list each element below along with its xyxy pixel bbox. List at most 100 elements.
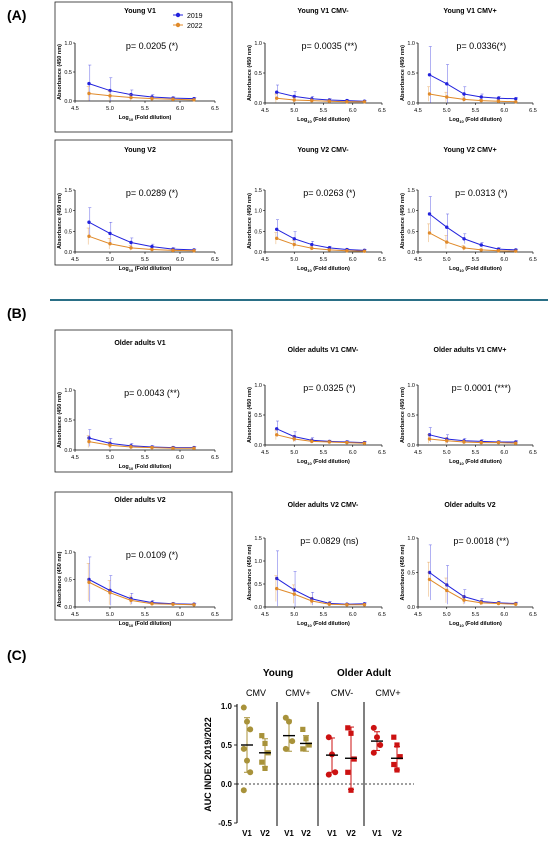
data-point	[445, 583, 449, 587]
auc-point	[351, 756, 357, 762]
x-tick-label: 5.0	[443, 612, 451, 618]
data-point	[275, 576, 279, 581]
data-point	[275, 236, 279, 241]
series-line-2022	[88, 235, 195, 252]
x-axis-label: Log10 (Fold dilution)	[119, 621, 172, 628]
data-point	[310, 439, 314, 444]
visit-label: V2	[346, 829, 356, 838]
data-point	[362, 100, 367, 104]
x-tick-label: 5.0	[106, 455, 114, 461]
auc-point	[325, 734, 332, 741]
x-tick-label: 5.5	[320, 612, 328, 618]
panel-title: Older adults V1 CMV-	[288, 347, 359, 354]
legend: 2019 2022	[173, 12, 203, 30]
y-tick-label: 0.0	[254, 101, 262, 107]
x-tick-label: 6.0	[176, 612, 184, 618]
data-point	[87, 436, 91, 440]
x-axis-label: Log10 (Fold dilution)	[297, 266, 350, 273]
legend-item-2019: 2019	[173, 12, 203, 20]
x-tick-label: 6.5	[378, 108, 386, 114]
x-tick-label: 6.5	[529, 612, 537, 618]
x-axis-label: Log10 (Fold dilution)	[297, 117, 350, 124]
data-point	[462, 594, 466, 599]
x-tick-label: 4.5	[71, 106, 79, 112]
data-point	[108, 94, 112, 98]
data-point	[310, 98, 314, 103]
x-tick-label: 6.5	[378, 257, 386, 263]
y-tick-label: 1.0	[64, 209, 72, 215]
legend-label-2022: 2022	[187, 23, 203, 30]
visit-label: V2	[392, 829, 402, 838]
series-line-2019	[88, 579, 195, 605]
series-line-2019	[276, 578, 365, 605]
p-value-annotation: p= 0.0313 (*)	[455, 188, 507, 198]
section-label-a: (A)	[7, 7, 26, 23]
data-point	[150, 247, 154, 252]
x-tick-label: 4.5	[414, 450, 422, 456]
y-tick-label: 1.5	[254, 188, 262, 194]
auc-point	[240, 704, 247, 711]
line-panel: Young V2 CMV+ p= 0.0313 (*) 0.0 0.5 1.0 1.5 4.…	[400, 147, 537, 273]
data-point	[129, 445, 133, 449]
y-axis-label: Absorbance (450 nm)	[57, 193, 63, 249]
y-tick-label: 0.5	[64, 418, 72, 424]
panel-frame	[54, 1, 233, 133]
y-tick-label: 0.5	[254, 229, 262, 235]
data-point	[514, 602, 518, 606]
data-point	[129, 95, 133, 100]
scatter-column	[240, 704, 254, 794]
auc-point	[247, 726, 254, 733]
p-value-annotation: p= 0.0043 (**)	[124, 388, 180, 398]
y-axis-label: Absorbance (450 nm)	[247, 193, 253, 249]
x-tick-label: 5.0	[290, 257, 298, 263]
y-tick-label: 0.5	[254, 582, 262, 588]
data-point	[292, 588, 296, 592]
group-label-young: Young	[263, 668, 293, 679]
data-point	[292, 94, 296, 99]
data-point	[192, 249, 196, 253]
y-tick-label: 1.0	[64, 550, 72, 556]
line-panel: Older adults V1 CMV-p= 0.0325 (*) 0.0 0.5 1…	[247, 347, 386, 466]
data-point	[496, 601, 501, 606]
x-tick-label: 5.5	[141, 612, 149, 618]
auc-point	[240, 745, 247, 752]
data-point	[171, 248, 175, 253]
line-panel: Young V2 p= 0.0289 (*) 0.0 0.5 1.0 1.5 4.5 5.0 5…	[54, 139, 233, 273]
x-tick-label: 6.5	[529, 108, 537, 114]
x-tick-label: 5.0	[443, 450, 451, 456]
data-point	[275, 227, 279, 231]
y-axis-label: Absorbance (450 nm)	[400, 45, 406, 101]
data-point	[496, 99, 501, 103]
x-tick-label: 6.5	[529, 450, 537, 456]
data-point	[108, 88, 112, 93]
auc-point	[391, 734, 397, 740]
y-tick-label: 0.0	[64, 605, 72, 611]
x-tick-label: 6.0	[349, 450, 357, 456]
panel-title: Young V2 CMV+	[443, 147, 496, 154]
data-point	[87, 580, 91, 584]
data-point	[445, 240, 449, 244]
data-point	[87, 439, 91, 444]
data-point	[192, 603, 196, 607]
y-axis-label: Absorbance (450 nm)	[57, 551, 63, 607]
x-tick-label: 6.0	[500, 612, 508, 618]
series-line-2019	[276, 228, 365, 251]
y-tick-label: 0.0	[254, 605, 262, 611]
cmv-label: CMV+	[285, 688, 310, 698]
x-tick-label: 4.5	[261, 450, 269, 456]
c-y-tick-label: 0.0	[221, 780, 233, 789]
x-axis-label: Log10 (Fold dilution)	[119, 266, 172, 273]
y-tick-label: 0.0	[407, 605, 415, 611]
series-line-2022	[429, 232, 516, 252]
series-line-2022	[429, 578, 516, 605]
y-tick-label: 1.5	[254, 536, 262, 542]
data-point	[445, 588, 449, 593]
auc-point	[377, 742, 384, 748]
auc-point	[259, 759, 265, 765]
y-tick-label: 0.5	[254, 413, 262, 419]
x-tick-label: 5.5	[472, 450, 480, 456]
x-axis-label: Log10 (Fold dilution)	[119, 115, 172, 122]
panel-title: Older adults V2	[444, 502, 495, 509]
auc-point	[247, 769, 254, 776]
visit-label: V1	[372, 829, 382, 838]
